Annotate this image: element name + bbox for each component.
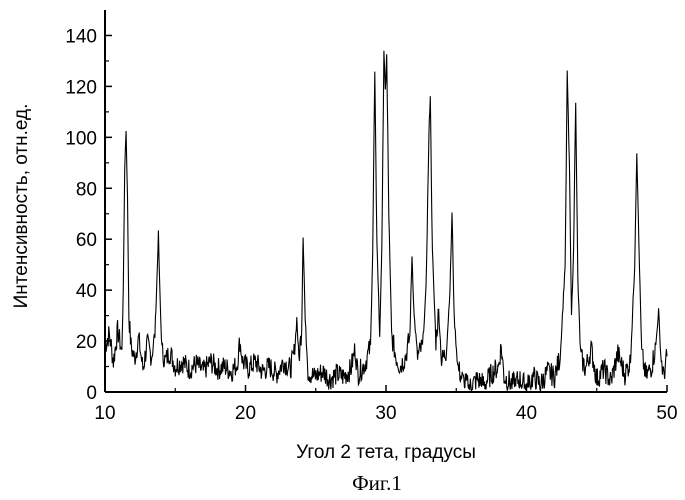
x-axis-title: Угол 2 тета, градусы xyxy=(296,442,476,463)
x-tick-label: 40 xyxy=(516,403,537,424)
y-axis-title: Интенсивность, отн.ед. xyxy=(11,104,32,309)
y-tick-label: 80 xyxy=(76,179,97,200)
y-tick-label: 120 xyxy=(65,77,97,98)
y-tick-label: 140 xyxy=(65,26,97,47)
y-tick-label: 60 xyxy=(76,230,97,251)
y-tick-label: 0 xyxy=(86,383,97,404)
x-tick-label: 20 xyxy=(235,403,256,424)
x-ticks: 10 20 30 40 50 xyxy=(94,385,677,424)
x-tick-label: 50 xyxy=(656,403,677,424)
x-tick-label: 10 xyxy=(94,403,115,424)
y-tick-label: 40 xyxy=(76,281,97,302)
figure-caption: Фиг.1 xyxy=(352,471,402,495)
x-tick-label: 30 xyxy=(375,403,396,424)
y-tick-label: 20 xyxy=(76,332,97,353)
y-tick-label: 100 xyxy=(65,128,97,149)
diffraction-series-line xyxy=(105,51,667,391)
